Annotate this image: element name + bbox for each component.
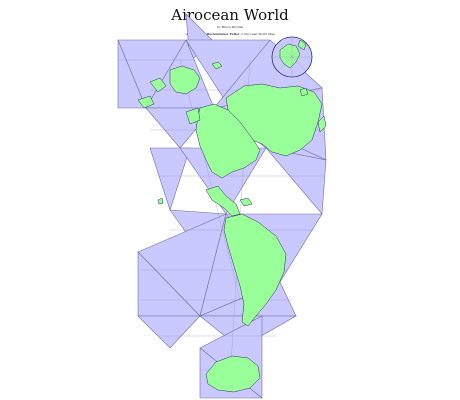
arctic-islands-land — [149, 77, 167, 93]
iceland-land — [211, 61, 223, 70]
north-america-land — [195, 103, 261, 179]
ocean-face — [265, 147, 327, 215]
greenland-land — [169, 65, 201, 95]
subline-link[interactable]: Buckminster Fuller — [206, 32, 240, 36]
grid-line — [179, 59, 241, 301]
globe-graticule — [272, 37, 312, 77]
alaska-land — [185, 107, 201, 125]
south-america-land — [223, 213, 287, 327]
island-land — [299, 87, 309, 97]
globe-inset — [271, 36, 313, 78]
arctic-islands-land — [137, 95, 155, 109]
land-masses — [137, 61, 327, 393]
japan-land — [317, 115, 327, 133]
ocean-face — [117, 39, 147, 109]
antarctica-land — [205, 355, 261, 393]
map-title: Airocean World — [171, 6, 289, 24]
map-byline: by Bruce Worrall — [217, 25, 243, 29]
caribbean-land — [239, 197, 253, 207]
subline-suffix: 's Airocean World Map — [240, 32, 276, 36]
ocean-face — [149, 147, 191, 211]
island-land — [157, 197, 164, 205]
globe-land — [297, 39, 307, 51]
ocean-face — [137, 315, 201, 349]
central-america-land — [205, 185, 241, 217]
